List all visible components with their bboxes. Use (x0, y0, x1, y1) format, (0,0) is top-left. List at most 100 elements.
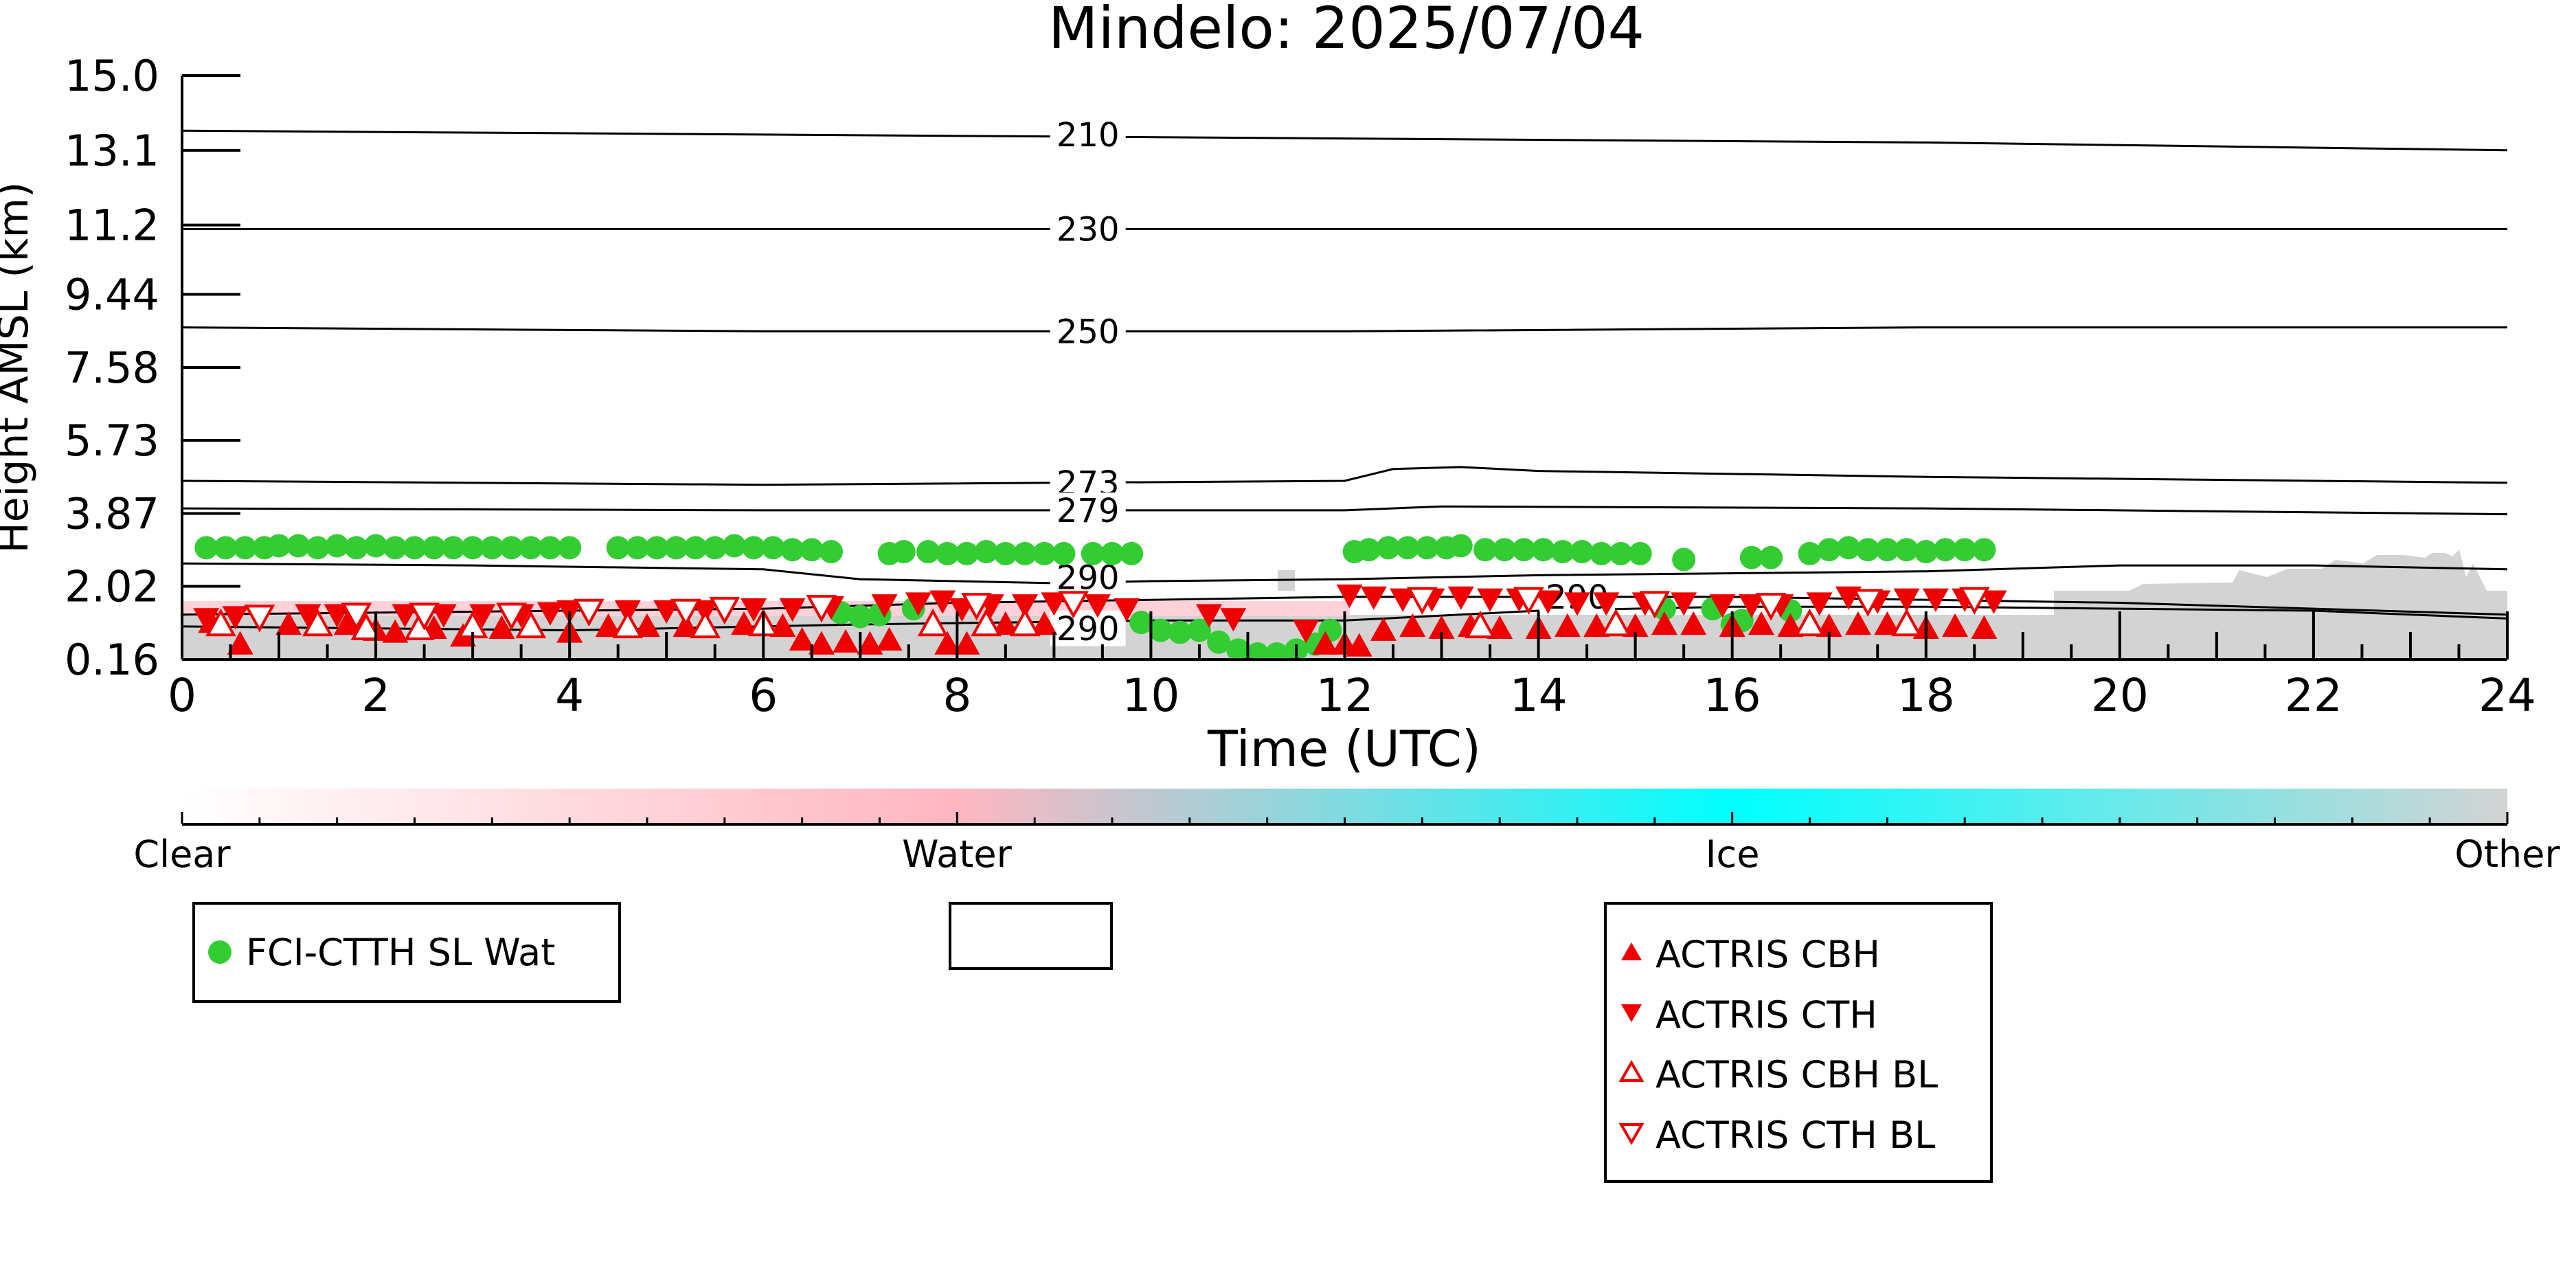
marker-triangle-down-filled-2 (295, 604, 321, 628)
marker-circle-18 (538, 536, 562, 560)
marker-triangle-down-filled-13 (741, 598, 767, 622)
y-tick-label-5: 9.44 (65, 269, 159, 319)
marker-triangle-down-open-7 (806, 595, 837, 623)
marker-circle-40 (1032, 541, 1057, 565)
marker-circle-14 (461, 536, 485, 560)
marker-circle-19 (558, 536, 582, 560)
marker-circle-36 (955, 541, 979, 565)
legend-cbh-marker (1621, 942, 1642, 960)
marker-triangle-down-filled-3 (324, 604, 350, 628)
marker-circle-33 (892, 540, 916, 564)
marker-triangle-up-filled-15 (789, 626, 815, 651)
x-ticks: 0 2 4 6 8 10 12 14 16 18 20 22 24 (168, 611, 2536, 722)
marker-circle-28 (761, 536, 785, 560)
marker-triangle-down-open-15 (1958, 587, 1990, 615)
cloud-type-colorbar: Clear Water Ice Other (133, 789, 2560, 876)
marker-circle-26 (722, 534, 746, 558)
marker-triangle-down-open-0 (244, 605, 275, 633)
marker-triangle-up-open-10 (971, 608, 1002, 637)
contour-label-7: 290 (1057, 610, 1120, 648)
marker-triangle-down-open-12 (1639, 591, 1671, 619)
marker-triangle-up-filled-13 (731, 611, 758, 635)
marker-circle-70 (1531, 538, 1555, 562)
marker-triangle-up-filled-8 (488, 615, 515, 639)
marker-triangle-up-filled-18 (857, 631, 883, 655)
x-tick-label-9: 18 (1897, 669, 1955, 722)
marker-triangle-up-filled-10 (595, 613, 622, 637)
marker-triangle-down-open-8 (961, 593, 992, 621)
marker-circle-79 (1798, 541, 1822, 565)
marker-circle-0 (194, 536, 218, 560)
marker-triangle-up-filled-16 (808, 631, 835, 655)
legend-fci-marker (208, 940, 231, 964)
marker-circle-38 (993, 541, 1017, 565)
marker-triangle-down-filled-1 (222, 606, 249, 630)
contour-label-bg-7 (1050, 610, 1126, 646)
marker-triangle-down-filled-5 (430, 604, 457, 628)
marker-triangle-down-filled-49 (1980, 590, 2007, 614)
marker-triangle-up-filled-24 (1312, 631, 1339, 655)
marker-circle-11 (403, 536, 427, 560)
marker-triangle-down-filled-39 (1671, 592, 1697, 616)
marker-triangle-up-filled-21 (953, 631, 980, 655)
marker-circle-51 (1168, 620, 1192, 644)
colorbar-label-water: Water (902, 833, 1012, 876)
marker-circle-29 (780, 538, 804, 562)
marker-circle-1 (214, 536, 238, 560)
marker-triangle-down-filled-14 (779, 598, 806, 622)
contour-line-3 (182, 466, 2507, 486)
marker-circle-53 (1207, 630, 1231, 654)
x-tick-label-8: 16 (1704, 669, 1761, 722)
marker-triangle-down-filled-22 (1041, 592, 1067, 616)
marker-triangle-down-filled-37 (1593, 592, 1620, 616)
marker-circle-66 (1449, 534, 1473, 558)
marker-circle-84 (1895, 538, 1919, 562)
marker-circle-61 (1357, 538, 1381, 562)
marker-circle-62 (1376, 536, 1400, 560)
marker-circle-31 (819, 540, 843, 564)
marker-circle-63 (1396, 536, 1420, 560)
contour-line-2 (182, 326, 2507, 332)
marker-triangle-up-filled-35 (1622, 613, 1649, 637)
marker-triangle-down-filled-4 (392, 604, 418, 628)
marker-circle-12 (422, 536, 446, 560)
marker-triangle-down-open-11 (1513, 587, 1544, 615)
marker-triangle-down-filled-0 (193, 608, 220, 632)
marker-triangle-up-filled-37 (1680, 611, 1707, 635)
marker-circle-72 (1570, 540, 1594, 564)
marker-circle-56 (1265, 642, 1289, 659)
legend-fci: FCI-CTTH SL Wat (192, 902, 621, 1003)
marker-circle-21 (625, 536, 649, 560)
marker-triangle-up-filled-11 (634, 613, 660, 637)
marker-circle-41 (1052, 541, 1076, 565)
contour-line-4 (182, 505, 2507, 516)
colorbar-ticks (181, 812, 2509, 824)
marker-circle-71 (1550, 540, 1574, 564)
marker-triangle-up-filled-22 (992, 611, 1019, 635)
marker-triangle-up-filled-39 (1748, 611, 1774, 635)
marker-circle-35 (936, 541, 960, 565)
contour-label-bg-5 (1050, 559, 1126, 596)
marker-triangle-down-filled-46 (1893, 588, 1920, 612)
legend-empty-box (949, 902, 1113, 970)
marker-circle-52 (1187, 618, 1211, 642)
marker-triangle-down-filled-26 (1220, 608, 1247, 632)
marker-triangle-down-open-9 (1058, 591, 1089, 619)
marker-triangle-down-open-5 (670, 598, 701, 627)
marker-circle-55 (1245, 642, 1269, 659)
marker-circle-25 (703, 536, 727, 560)
marker-triangle-down-filled-27 (1293, 620, 1320, 644)
marker-circle-80 (1817, 538, 1841, 562)
contour-label-4: 279 (1057, 492, 1120, 530)
marker-triangle-down-filled-30 (1390, 588, 1416, 612)
marker-circle-7 (325, 534, 349, 558)
x-tick-label-10: 20 (2091, 669, 2149, 722)
legend-fci-label: FCI-CTTH SL Wat (246, 931, 555, 974)
colorbar-label-ice: Ice (1706, 833, 1760, 876)
x-axis-label: Time (UTC) (1207, 720, 1481, 778)
marker-circle-50 (1149, 618, 1173, 642)
marker-circle-44 (1120, 541, 1144, 565)
marker-circle-2 (233, 536, 257, 560)
marker-triangle-down-open-4 (573, 598, 605, 627)
